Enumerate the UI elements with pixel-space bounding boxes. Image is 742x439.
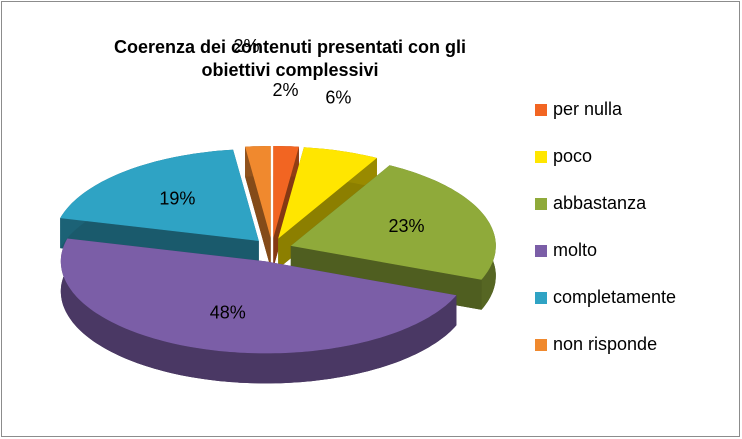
legend-label: poco	[553, 146, 592, 166]
legend-swatch	[535, 339, 547, 351]
pie-slice	[245, 146, 271, 268]
slice-top	[60, 149, 259, 241]
slice-top	[278, 147, 377, 239]
legend-label: completamente	[553, 287, 676, 307]
pie-slice	[60, 149, 259, 271]
slice-top	[245, 146, 271, 238]
slice-top	[273, 146, 299, 238]
chart-title: Coerenza dei contenuti presentati con gl…	[113, 37, 467, 80]
data-label: 19%	[159, 188, 195, 208]
slice-wall	[245, 146, 271, 268]
slice-side	[60, 238, 457, 384]
data-label: 48%	[210, 303, 246, 323]
legend-label: molto	[553, 240, 597, 260]
legend-swatch	[535, 104, 547, 116]
legend-swatch	[535, 292, 547, 304]
data-label: 2%	[272, 80, 298, 100]
legend-swatch	[535, 198, 547, 210]
slice-top	[60, 238, 457, 354]
data-label: 2%	[234, 36, 260, 56]
data-label: 6%	[325, 87, 351, 107]
legend-label: per nulla	[553, 99, 623, 119]
slice-top	[290, 165, 496, 280]
legend-label: non risponde	[553, 334, 657, 354]
pie-slice	[60, 238, 457, 384]
legend-label: abbastanza	[553, 193, 647, 213]
legend-swatch	[535, 245, 547, 257]
legend-swatch	[535, 151, 547, 163]
data-label: 23%	[389, 216, 425, 236]
